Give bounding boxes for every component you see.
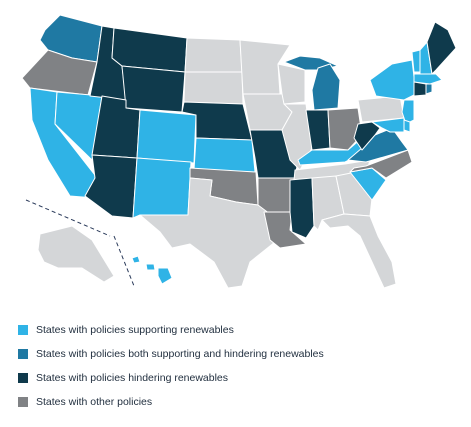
square-swatch-icon [18, 349, 28, 359]
state-WI [277, 63, 306, 105]
state-PA [357, 95, 405, 123]
us-states-map [21, 14, 457, 289]
legend-item-both: States with policies both supporting and… [18, 342, 324, 366]
legend-item-hindering: States with policies hindering renewable… [18, 366, 324, 390]
state-OH [327, 107, 363, 151]
state-MS [289, 177, 315, 239]
state-RI [425, 83, 433, 95]
state-DE [403, 119, 411, 133]
state-KS [193, 137, 256, 173]
legend: States with policies supporting renewabl… [18, 318, 324, 414]
state-NY [369, 59, 417, 101]
state-MD [371, 117, 405, 133]
state-WY [121, 65, 186, 113]
state-VT [411, 49, 421, 73]
state-HI [131, 255, 173, 285]
square-swatch-icon [18, 325, 28, 335]
state-FL [321, 213, 397, 289]
state-CT [413, 81, 427, 97]
state-SD [183, 71, 244, 105]
square-swatch-icon [18, 373, 28, 383]
state-AK [37, 225, 115, 283]
legend-label: States with policies supporting renewabl… [36, 324, 234, 336]
state-MN [239, 39, 291, 95]
state-MA [413, 73, 443, 85]
legend-item-other: States with other policies [18, 390, 324, 414]
legend-label: States with other policies [36, 396, 153, 408]
state-NM [132, 157, 192, 219]
legend-label: States with policies both supporting and… [36, 348, 324, 360]
state-CO [136, 109, 197, 164]
state-VA [347, 127, 409, 163]
state-AR [257, 177, 296, 215]
state-MI [311, 63, 341, 111]
legend-item-supporting: States with policies supporting renewabl… [18, 318, 324, 342]
state-TX [139, 177, 276, 289]
inset-boundary-line [113, 235, 135, 287]
state-AZ [84, 154, 138, 219]
inset-boundary-line [25, 199, 111, 237]
state-NC [349, 149, 413, 179]
legend-label: States with policies hindering renewable… [36, 372, 229, 384]
state-ME [426, 21, 457, 75]
state-NV [54, 91, 103, 161]
square-swatch-icon [18, 397, 28, 407]
state-MT [111, 27, 188, 73]
state-ND [184, 37, 243, 73]
